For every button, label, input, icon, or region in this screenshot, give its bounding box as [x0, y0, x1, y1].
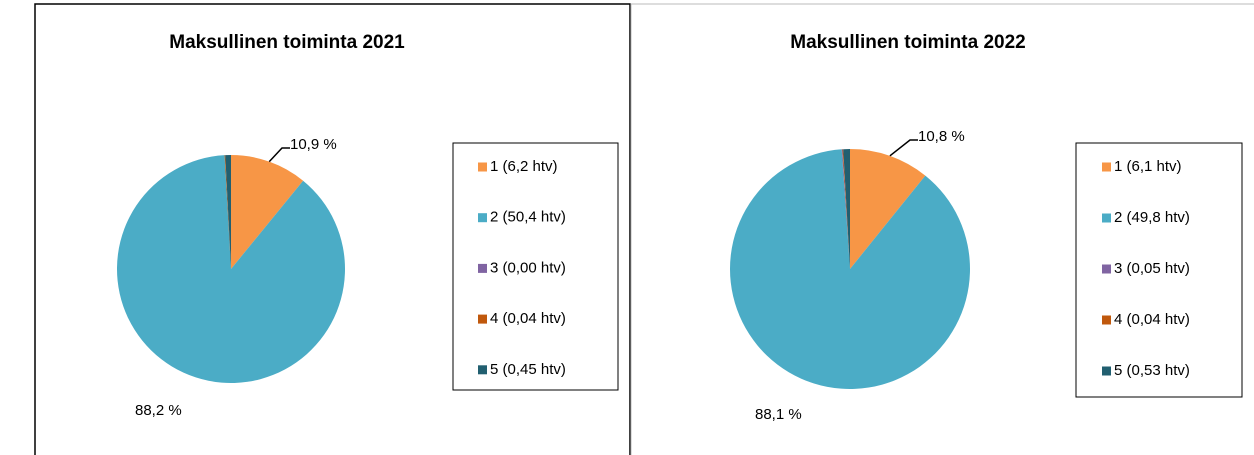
chart-title: Maksullinen toiminta 2022 — [790, 32, 1025, 53]
legend-box — [1075, 142, 1243, 398]
legend-swatch — [478, 263, 487, 273]
pie-slice — [850, 149, 926, 269]
legend-label: 4 (0,04 htv) — [1114, 311, 1190, 328]
legend-swatch — [478, 365, 487, 375]
legend-label: 5 (0,53 htv) — [1114, 362, 1190, 379]
data-label: 88,2 % — [135, 402, 182, 419]
legend-swatch — [478, 314, 487, 324]
legend-label: 5 (0,45 htv) — [490, 361, 566, 378]
legend-label: 2 (49,8 htv) — [1114, 209, 1190, 226]
legend-label: 1 (6,2 htv) — [490, 158, 558, 175]
pie-slice — [842, 149, 850, 269]
legend-swatch — [1102, 264, 1111, 274]
pie-slice — [224, 155, 231, 269]
leader-line — [268, 147, 290, 163]
legend-label: 3 (0,00 htv) — [490, 259, 566, 276]
legend-label: 1 (6,1 htv) — [1114, 158, 1182, 175]
data-label: 10,9 % — [290, 136, 337, 153]
legend-swatch — [1102, 315, 1111, 325]
legend-swatch — [1102, 162, 1111, 172]
leader-line — [889, 139, 918, 157]
pie-slice — [730, 149, 970, 390]
pie-slice — [231, 155, 304, 269]
data-label: 88,1 % — [755, 406, 802, 423]
chart-frame — [34, 3, 631, 455]
legend-label: 3 (0,05 htv) — [1114, 260, 1190, 277]
legend-label: 4 (0,04 htv) — [490, 310, 566, 327]
legend-box — [452, 142, 619, 391]
legend-swatch — [478, 162, 487, 172]
legend-swatch — [1102, 213, 1111, 223]
legend-swatch — [478, 213, 487, 223]
pie-slice — [225, 155, 231, 269]
data-label: 10,8 % — [918, 128, 965, 145]
legend-label: 2 (50,4 htv) — [490, 209, 566, 226]
pie-slice — [116, 155, 345, 383]
pie-slice — [843, 149, 850, 269]
chart-title: Maksullinen toiminta 2021 — [169, 32, 405, 53]
pie-slice — [841, 149, 850, 269]
legend-swatch — [1102, 366, 1111, 376]
chart-frame — [630, 3, 1254, 455]
